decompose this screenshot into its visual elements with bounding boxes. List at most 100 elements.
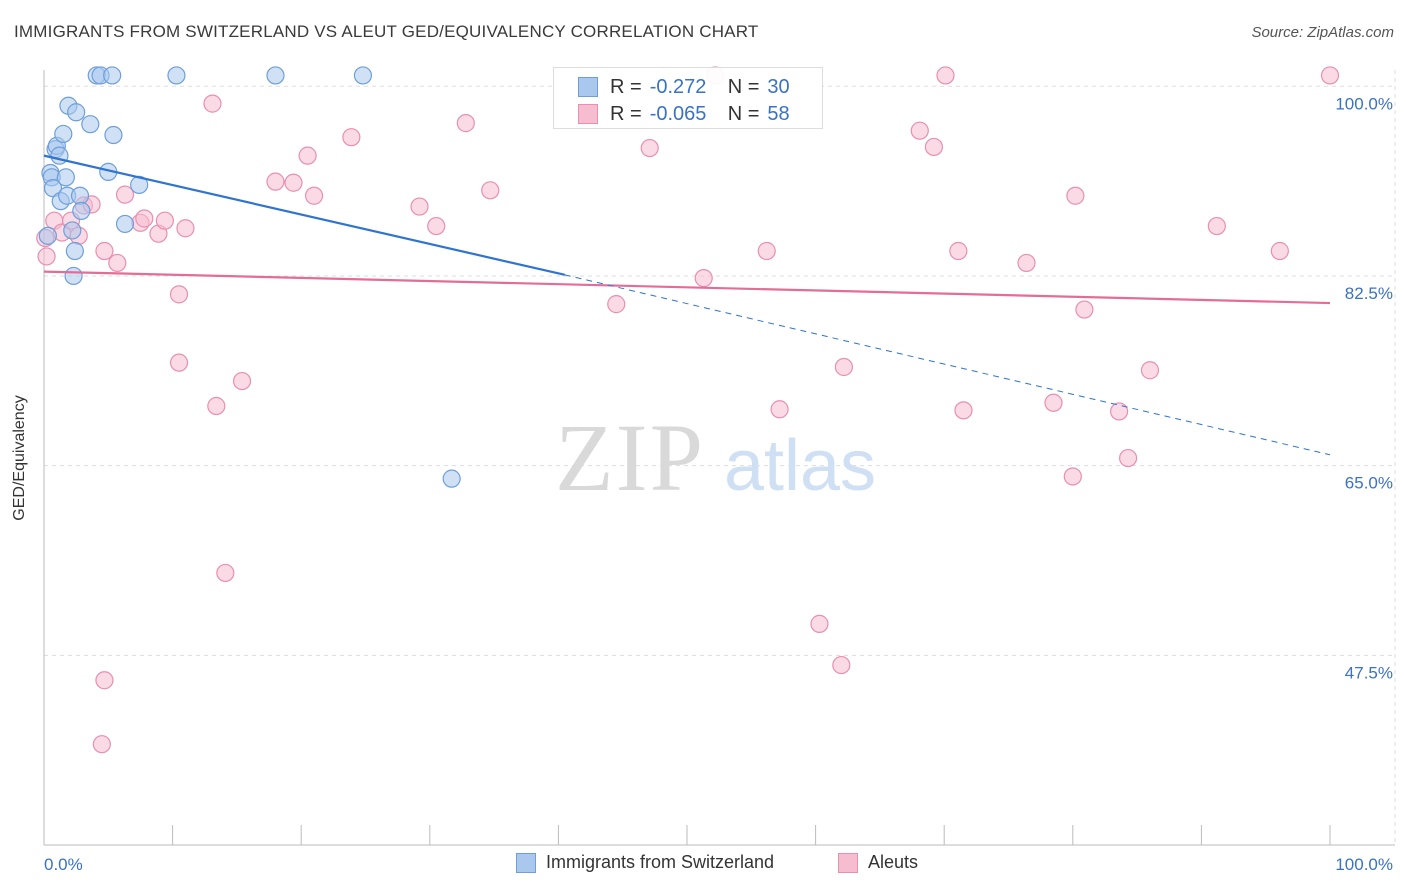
switzerland-points [38,66,461,488]
switzerland-point [70,186,90,205]
aleuts-point [115,185,135,204]
y-tick-labels: 47.5% 65.0% 82.5% 100.0% [1335,94,1393,682]
aleuts-point [1109,402,1129,421]
aleuts-point [640,138,659,158]
x-tick-label: 100.0% [1335,855,1393,874]
legend-swatch-pink [578,104,598,124]
legend-n-value: 58 [767,102,790,125]
aleuts-point [232,371,252,391]
legend-row-switzerland: R = -0.272 N = 30 [578,74,790,100]
switzerland-point [64,266,83,286]
watermark: ZIP atlas [555,404,876,511]
legend-n-label: N = [727,102,760,125]
bottom-legend-swatch-pink [838,852,858,873]
y-tick-label: 100.0% [1335,94,1393,113]
aleuts-point [207,396,226,416]
legend-n-label: N = [727,75,760,98]
aleuts-point [1075,300,1094,319]
aleuts-point [135,209,154,228]
aleuts-point [92,735,111,754]
switzerland-point [115,214,135,234]
aleuts-point [456,114,475,133]
aleuts-point [949,241,968,261]
chart-source: Source: ZipAtlas.com [1251,24,1394,41]
aleuts-point [216,563,235,583]
aleuts-point [1320,66,1340,85]
switzerland-point [54,124,73,144]
x-tick-labels: 0.0% 100.0% [44,855,1393,874]
aleuts-point [169,353,189,372]
switzerland-point [104,125,123,145]
aleuts-point [1140,361,1160,380]
watermark-atlas: atlas [724,426,876,506]
bottom-legend-switzerland: Immigrants from Switzerland [516,852,774,873]
legend-r-value: -0.272 [649,75,707,98]
switzerland-point [266,66,285,85]
aleuts-point [95,671,114,690]
correlation-legend: R = -0.272 N = 30 R = -0.065 N = 58 [553,67,823,129]
aleuts-point [694,269,713,288]
aleuts-point [410,197,429,216]
aleuts-point [924,137,944,157]
y-tick-label: 47.5% [1345,663,1393,682]
switzerland-point [353,66,373,85]
switzerland-point [56,168,75,187]
aleuts-point [95,241,114,261]
aleuts-point [1044,393,1063,412]
aleuts-point [936,66,955,85]
aleuts-point [810,614,829,633]
aleuts-point [1270,241,1289,261]
legend-r-value: -0.065 [649,102,707,125]
aleuts-point [169,285,189,304]
aleuts-point [481,181,500,200]
gridlines [44,70,1396,845]
aleuts-point [427,216,446,236]
bottom-legend-swatch-blue [516,852,536,873]
aleuts-point [155,211,174,230]
legend-swatch-blue [578,77,598,97]
y-tick-label: 82.5% [1345,284,1393,303]
aleuts-point [954,401,973,420]
aleuts-point [1118,448,1138,468]
aleuts-point [1063,467,1082,486]
aleuts-point [203,94,222,113]
switzerland-point [72,201,91,221]
aleuts-point [607,295,626,314]
switzerland-point [167,66,186,85]
legend-n-value: 30 [767,75,790,98]
aleuts-point [834,357,853,377]
trend-lines [43,154,1331,456]
bottom-legend-label: Immigrants from Switzerland [546,852,775,872]
switzerland-trend-line [43,154,566,276]
aleuts-point [1066,186,1085,205]
aleuts-point [108,253,127,273]
chart-title: IMMIGRANTS FROM SWITZERLAND VS ALEUT GED… [14,22,759,41]
aleuts-point [37,247,56,266]
switzerland-point [65,241,84,261]
aleuts-point [304,186,324,205]
legend-r-label: R = [610,102,642,125]
bottom-legend-label: Aleuts [868,852,919,872]
switzerland-point [442,469,461,488]
bottom-legend-aleuts: Aleuts [838,852,918,873]
legend-row-aleuts: R = -0.065 N = 58 [578,101,790,127]
aleuts-point [266,172,285,191]
aleuts-point [757,241,776,261]
y-tick-label: 65.0% [1345,474,1393,493]
aleuts-point [284,173,303,192]
aleuts-point [176,219,195,238]
aleuts-trend-line [43,270,1331,305]
aleuts-point [342,128,361,147]
x-tick-label: 0.0% [44,855,83,874]
axes [43,70,1395,846]
aleuts-point [298,146,317,165]
switzerland-point [81,115,100,134]
switzerland-point [38,226,57,245]
switzerland-point [63,221,82,240]
switzerland-point [103,66,122,85]
aleuts-point [910,121,929,140]
watermark-zip: ZIP [555,404,705,511]
aleuts-point [770,400,789,419]
aleuts-point [1207,216,1226,236]
